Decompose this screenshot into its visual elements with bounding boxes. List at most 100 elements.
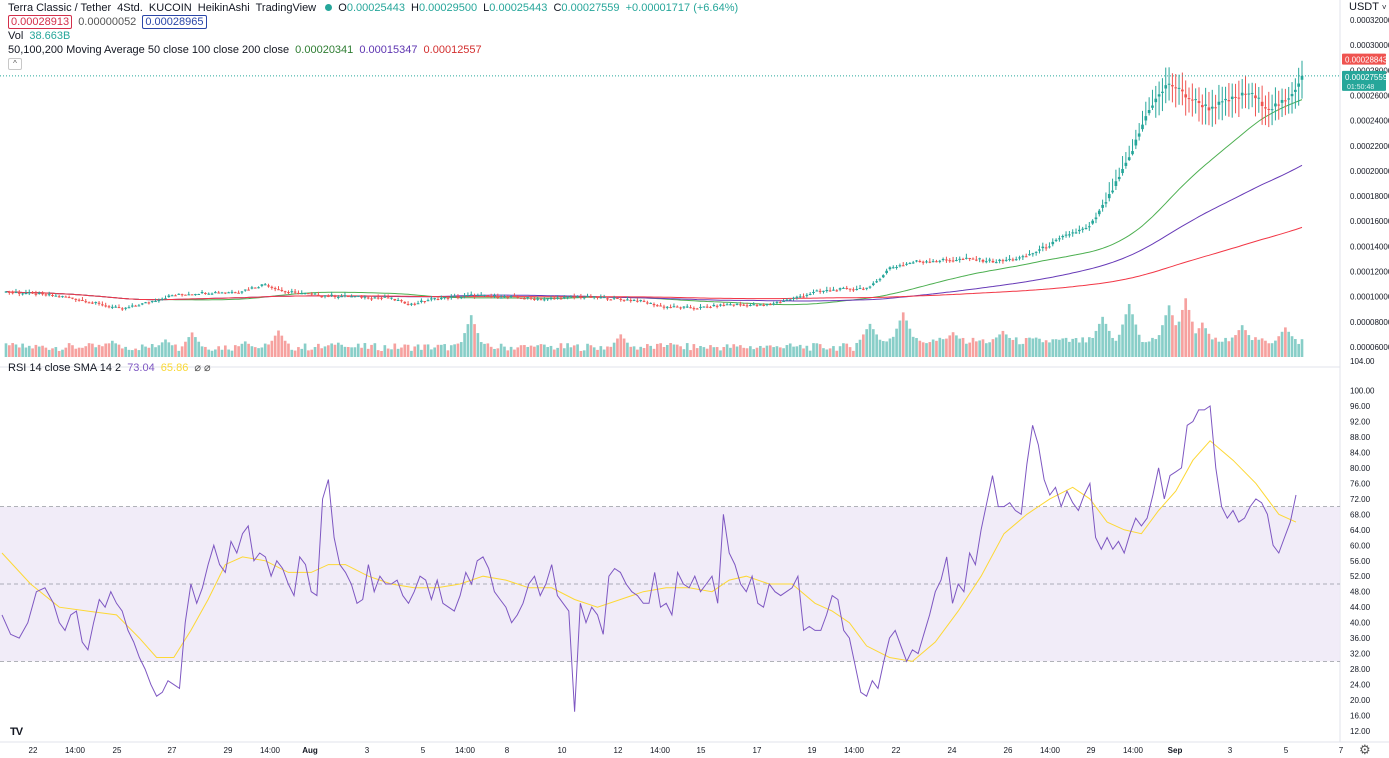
volume-bar [336, 342, 340, 357]
volume-bar [935, 340, 938, 357]
candle-body [895, 266, 898, 268]
volume-bar [562, 348, 566, 357]
ma-legend[interactable]: 50,100,200 Moving Average 50 close 100 c… [8, 43, 485, 57]
candle-body [499, 297, 503, 299]
ask-price-button[interactable]: 0.00028965 [142, 15, 207, 29]
volume-bar [955, 335, 958, 357]
volume-bar [1234, 335, 1237, 357]
candle-body [307, 293, 310, 295]
chevron-up-icon[interactable]: ^ [8, 58, 22, 70]
volume-bar [1064, 337, 1068, 357]
volume-bar [1031, 338, 1035, 357]
volume-bar [503, 346, 506, 357]
candle-body [948, 260, 952, 262]
candle-body [1101, 204, 1104, 208]
volume-bar [64, 347, 68, 357]
volume-bar [1220, 341, 1224, 357]
volume-legend[interactable]: Vol 38.663B [8, 29, 73, 43]
candle-body [1260, 101, 1264, 107]
candle-body [439, 298, 443, 300]
symbol-name[interactable]: Terra Classic / Tether [8, 2, 112, 14]
volume-bar [154, 347, 157, 357]
candle-body [154, 301, 157, 303]
volume-bar [366, 348, 370, 357]
candle-body [1074, 232, 1078, 234]
time-axis-label: 27 [168, 746, 177, 755]
volume-bar [1058, 339, 1061, 357]
volume-bar [74, 348, 78, 357]
candle-body [263, 284, 267, 286]
volume-bar [14, 344, 18, 357]
volume-bar [200, 346, 204, 357]
ohlc-close: 0.00027559 [561, 2, 620, 14]
ohlc-change: +0.00001717 (+6.64%) [625, 2, 739, 14]
volume-bar [582, 350, 586, 357]
candle-body [473, 295, 476, 297]
volume-bar [459, 342, 463, 357]
candle-body [204, 292, 207, 294]
candle-body [825, 290, 829, 292]
time-axis-label: 14:00 [1123, 746, 1144, 755]
candle-body [559, 298, 563, 300]
volume-bar [253, 347, 257, 357]
volume-bar [745, 348, 749, 357]
volume-bar [808, 350, 812, 357]
candle-body [390, 297, 393, 299]
volume-bar [157, 345, 161, 357]
volume-bar [237, 346, 240, 357]
volume-bar [975, 341, 978, 357]
candle-body [925, 261, 928, 263]
candle-body [994, 262, 998, 264]
volume-bar [170, 345, 174, 357]
candle-body [1157, 94, 1161, 97]
price-tick-label: 0.00022000 [1350, 142, 1389, 151]
tradingview-logo[interactable]: TV [10, 726, 23, 738]
candle-body [855, 288, 859, 290]
volume-bar [87, 343, 91, 357]
candle-body [107, 306, 111, 308]
candle-body [1294, 89, 1297, 92]
rsi-legend[interactable]: RSI 14 close SMA 14 2 73.04 65.86 ⌀ ⌀ [8, 361, 214, 375]
currency-selector[interactable]: USDT ˅ [1349, 1, 1386, 13]
volume-bar [67, 343, 71, 357]
candle-body [549, 298, 553, 300]
volume-bar [297, 347, 300, 357]
volume-bar [120, 348, 124, 357]
candle-body [1194, 99, 1197, 101]
candle-body [523, 298, 526, 300]
ma100-value: 0.00015347 [359, 44, 418, 56]
volume-bar [672, 344, 676, 357]
volume-bar [712, 347, 716, 357]
volume-bar [400, 347, 403, 357]
volume-bar [1111, 337, 1114, 357]
volume-bar [1207, 333, 1211, 357]
volume-bar [543, 344, 546, 357]
volume-bar [177, 350, 181, 357]
candle-body [802, 296, 805, 298]
candle-body [984, 261, 988, 263]
candle-body [1177, 87, 1181, 89]
bid-price-button[interactable]: 0.00028913 [8, 15, 73, 29]
candle-body [104, 305, 108, 307]
volume-bar [752, 349, 756, 357]
interval[interactable]: 4Std. [117, 2, 143, 14]
candle-body [370, 298, 373, 300]
candle-body [822, 290, 825, 292]
candle-body [1210, 106, 1214, 109]
candle-body [1267, 108, 1271, 110]
volume-bar [250, 346, 254, 357]
volume-bar [1051, 339, 1055, 357]
candle-body [858, 288, 862, 290]
rsi-tick-label: 36.00 [1350, 634, 1371, 643]
candle-body [47, 294, 51, 296]
volume-bar [287, 343, 290, 357]
gear-icon[interactable]: ⚙ [1359, 742, 1371, 757]
candle-body [77, 299, 81, 301]
candle-body [778, 302, 782, 304]
volume-bar [383, 345, 387, 357]
candle-body [1147, 110, 1151, 114]
rsi-tick-label: 80.00 [1350, 464, 1371, 473]
volume-bar [1107, 330, 1111, 357]
